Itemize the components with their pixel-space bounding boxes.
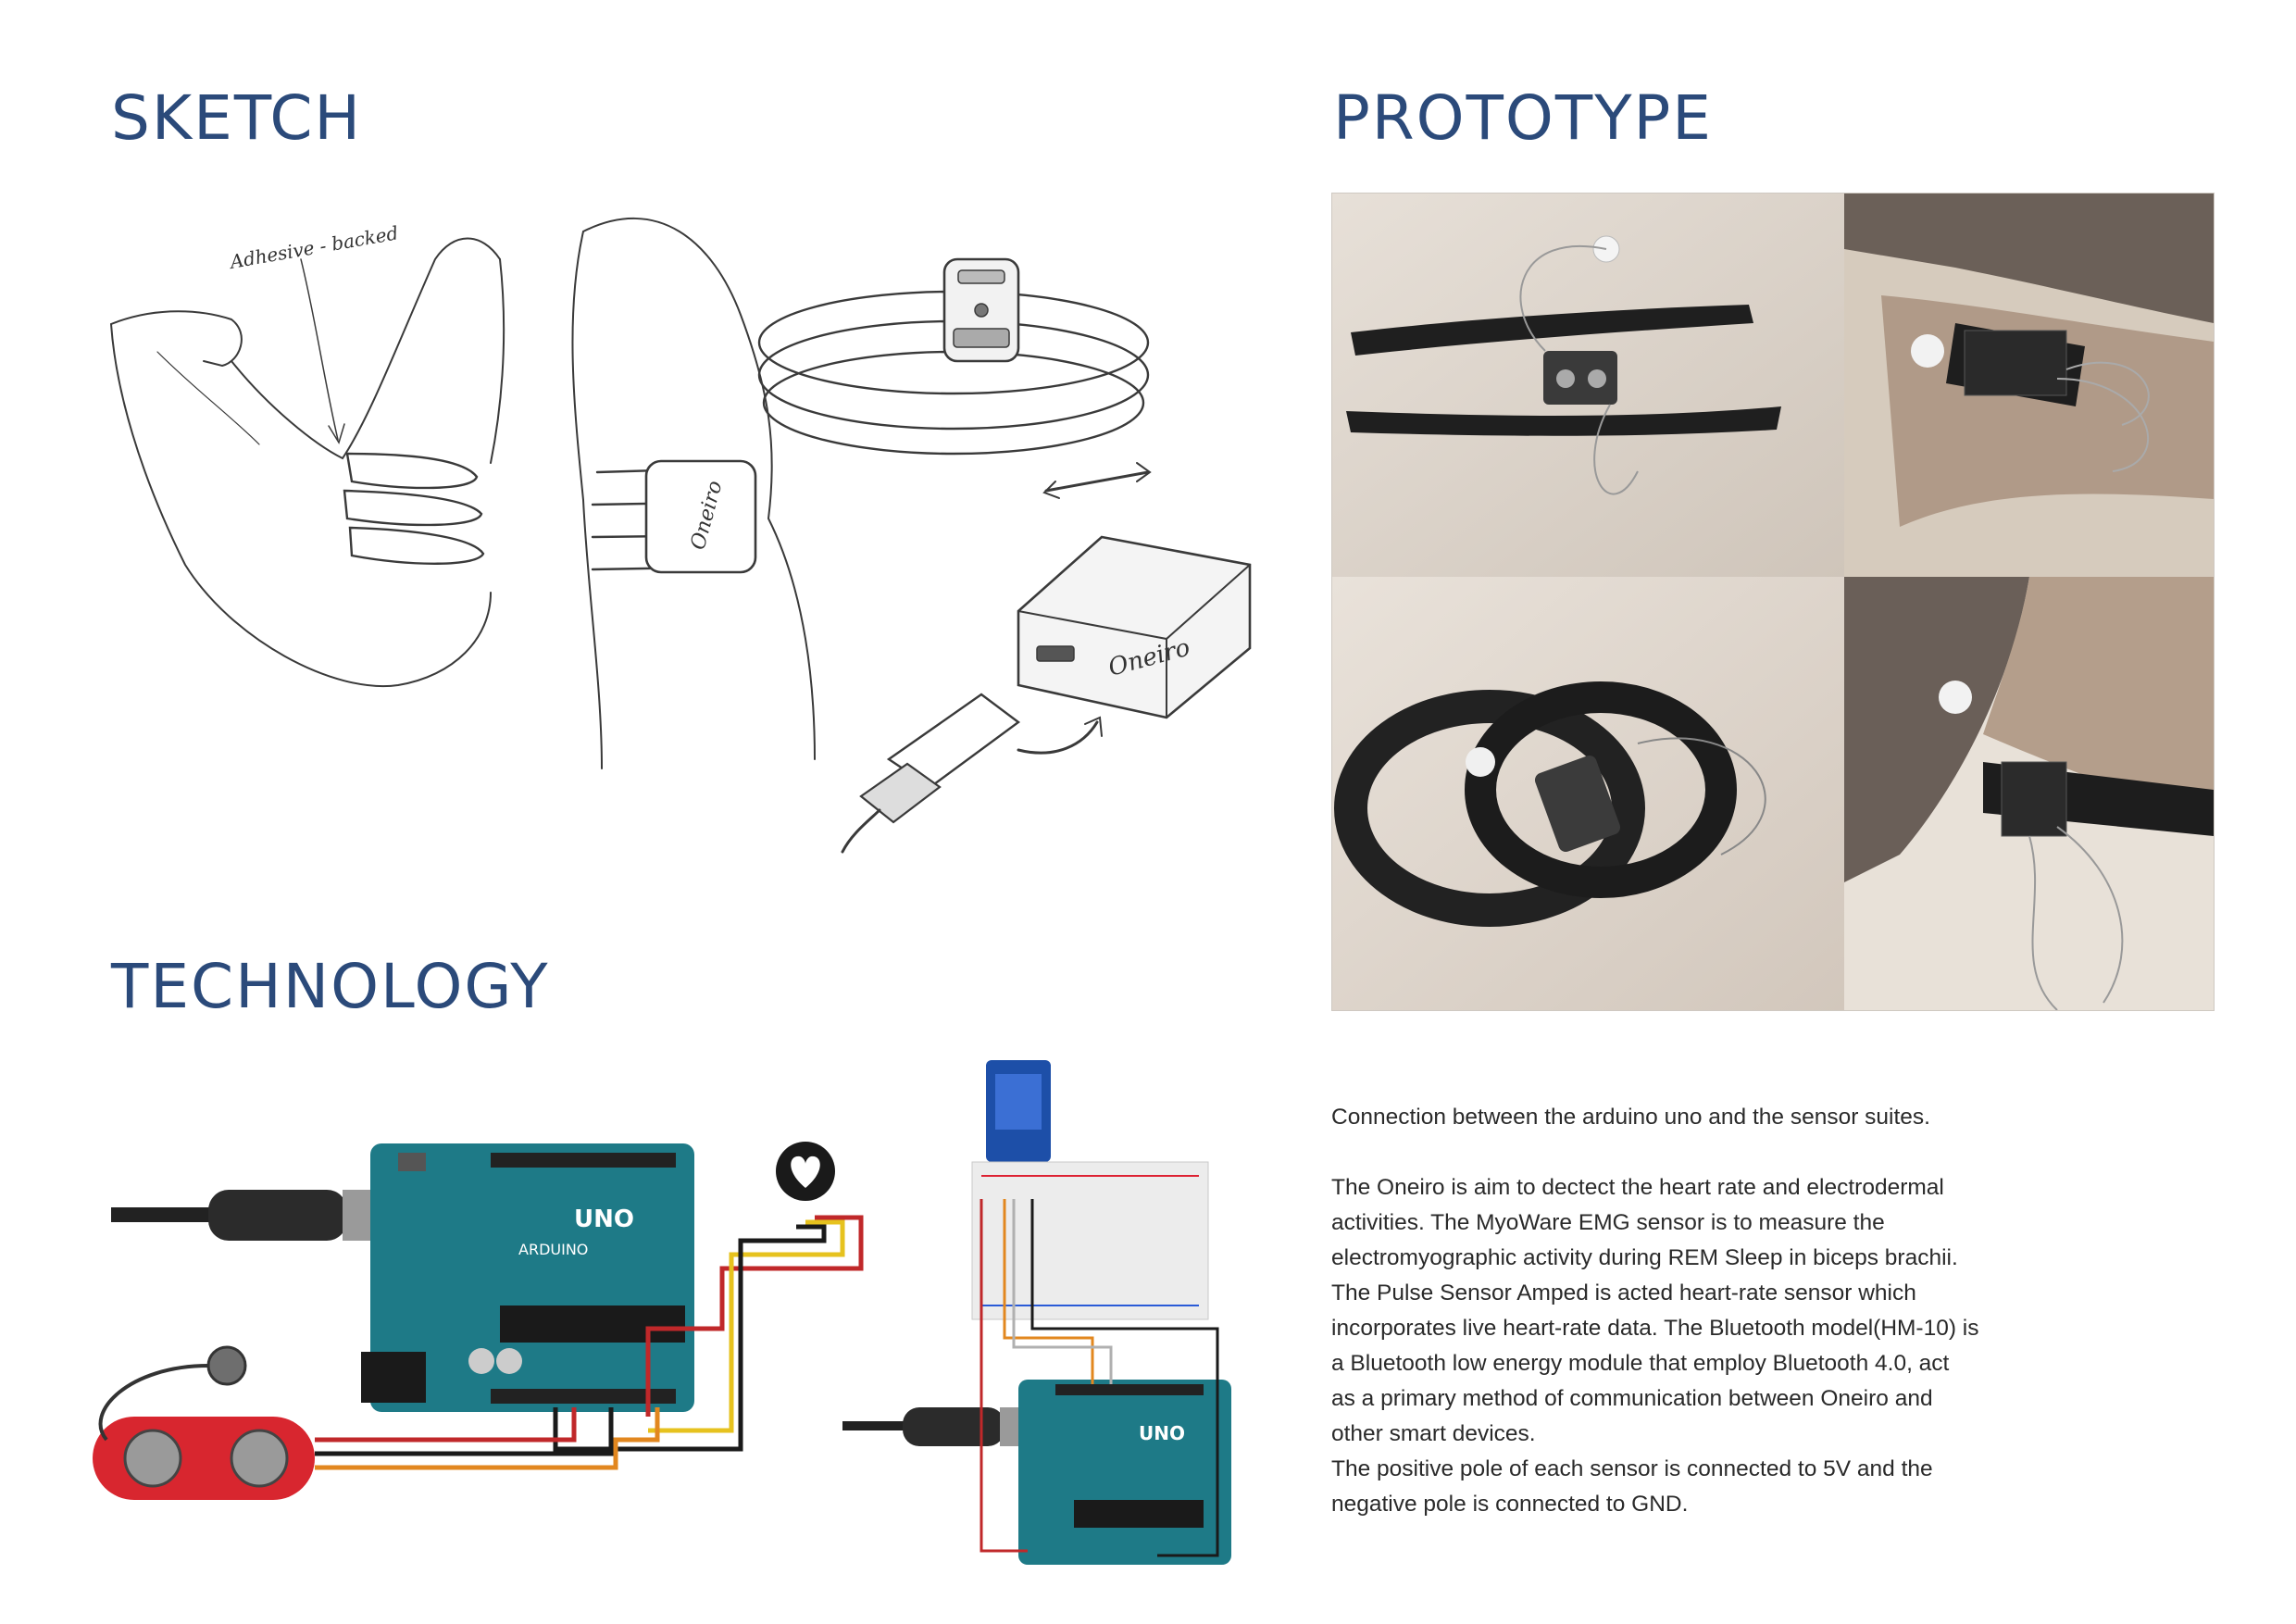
secondary-board-label: UNO <box>1139 1422 1185 1444</box>
description-line: activities. The MyoWare EMG sensor is to… <box>1331 1210 1885 1235</box>
main-board-brand: ARDUINO <box>518 1241 588 1258</box>
description-line: as a primary method of communication bet… <box>1331 1386 1933 1411</box>
bluetooth-hm10-module <box>986 1060 1051 1162</box>
technology-description: Connection between the arduino uno and t… <box>1331 1100 2053 1522</box>
description-line: a Bluetooth low energy module that emplo… <box>1331 1351 1950 1376</box>
description-line: negative pole is connected to GND. <box>1331 1492 1689 1517</box>
adhesive-annotation: Adhesive - backed <box>227 221 400 273</box>
strap-device-sketch <box>757 257 1152 499</box>
description-line: other smart devices. <box>1331 1421 1536 1446</box>
side-arm-sketch: Oneiro <box>571 217 816 769</box>
prototype-photo-arm-wired <box>1844 577 2214 1010</box>
pulse-sensor <box>776 1142 835 1201</box>
description-line: electromyographic activity during REM Sl… <box>1331 1245 1958 1270</box>
sketch-illustrations: Adhesive - backed Oneiro <box>102 204 1278 870</box>
device-box-sketch: Oneiro <box>841 535 1252 854</box>
technology-heading: TECHNOLOGY <box>111 951 550 1022</box>
prototype-photo-flat <box>1332 194 1844 577</box>
prototype-photo-arm-worn <box>1844 194 2214 577</box>
prototype-photo-grid <box>1331 193 2215 1011</box>
description-intro: Connection between the arduino uno and t… <box>1331 1105 1930 1130</box>
flexed-arm-sketch: Adhesive - backed <box>110 221 505 688</box>
description-line: The Oneiro is aim to dectect the heart r… <box>1331 1175 1944 1200</box>
main-board-label: UNO <box>574 1206 634 1233</box>
description-line: incorporates live heart-rate data. The B… <box>1331 1316 1979 1341</box>
prototype-photo-straps <box>1332 577 1844 1010</box>
myoware-emg-sensor <box>93 1345 315 1500</box>
prototype-heading: PROTOTYPE <box>1333 82 1714 154</box>
sketch-heading: SKETCH <box>111 82 363 154</box>
arduino-uno-main: UNO ARDUINO <box>361 1143 694 1412</box>
description-line: The Pulse Sensor Amped is acted heart-ra… <box>1331 1280 1916 1305</box>
breadboard <box>971 1161 1209 1320</box>
description-line: The positive pole of each sensor is conn… <box>1331 1456 1933 1481</box>
arduino-uno-secondary: UNO <box>1018 1380 1231 1565</box>
technology-wiring-diagram: UNO ARDUINO <box>93 1032 1259 1588</box>
usb-plug <box>208 1190 347 1241</box>
